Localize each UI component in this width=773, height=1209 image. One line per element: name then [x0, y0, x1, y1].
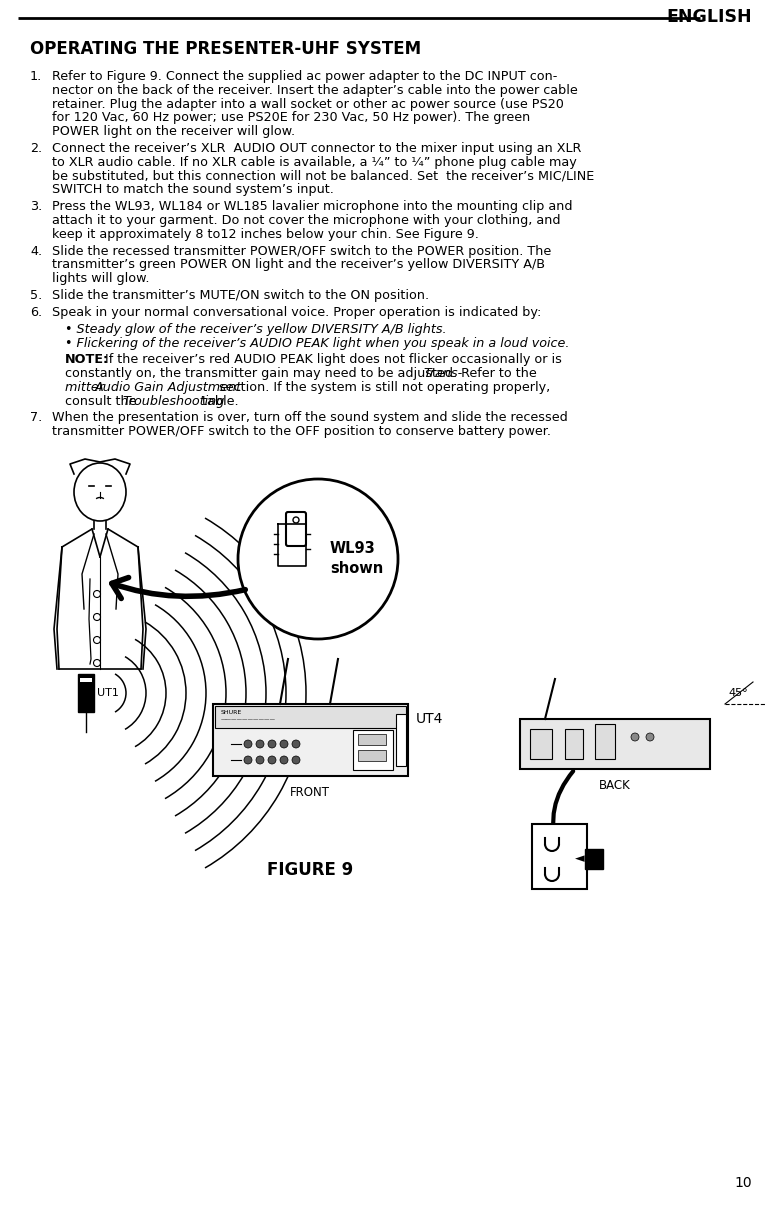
Circle shape — [292, 740, 300, 748]
FancyBboxPatch shape — [286, 511, 306, 546]
Text: retainer. Plug the adapter into a wall socket or other ac power source (use PS20: retainer. Plug the adapter into a wall s… — [52, 98, 564, 110]
Text: Press the WL93, WL184 or WL185 lavalier microphone into the mounting clip and: Press the WL93, WL184 or WL185 lavalier … — [52, 201, 573, 213]
Text: 45°: 45° — [728, 688, 747, 698]
Circle shape — [268, 740, 276, 748]
Circle shape — [238, 479, 398, 640]
Text: 3.: 3. — [30, 201, 43, 213]
Text: consult the: consult the — [65, 394, 141, 407]
Text: NOTE:: NOTE: — [65, 353, 109, 366]
Text: SHURE: SHURE — [221, 710, 242, 715]
Text: ——————————: —————————— — [221, 717, 276, 722]
Bar — [213, 704, 408, 776]
Text: nector on the back of the receiver. Insert the adapter’s cable into the power ca: nector on the back of the receiver. Inse… — [52, 83, 577, 97]
Bar — [532, 825, 587, 889]
Text: transmitter’s green POWER ON light and the receiver’s yellow DIVERSITY A/B: transmitter’s green POWER ON light and t… — [52, 259, 545, 271]
Text: 6.: 6. — [30, 306, 42, 319]
Bar — [585, 849, 603, 869]
Text: attach it to your garment. Do not cover the microphone with your clothing, and: attach it to your garment. Do not cover … — [52, 214, 560, 227]
Bar — [80, 678, 92, 682]
Bar — [353, 730, 393, 770]
Text: for 120 Vac, 60 Hz power; use PS20E for 230 Vac, 50 Hz power). The green: for 120 Vac, 60 Hz power; use PS20E for … — [52, 111, 530, 125]
Circle shape — [631, 733, 639, 741]
Text: Troubleshooting: Troubleshooting — [122, 394, 224, 407]
Text: ENGLISH: ENGLISH — [666, 8, 752, 27]
Text: 4.: 4. — [30, 244, 42, 258]
Text: Connect the receiver’s XLR  AUDIO OUT connector to the mixer input using an XLR: Connect the receiver’s XLR AUDIO OUT con… — [52, 141, 581, 155]
Text: 1.: 1. — [30, 70, 43, 83]
Text: ◄: ◄ — [575, 852, 585, 866]
Bar — [530, 729, 552, 759]
Bar — [358, 750, 386, 760]
Circle shape — [244, 756, 252, 764]
Text: mitter: mitter — [65, 381, 108, 394]
Bar — [78, 673, 94, 712]
Text: 7.: 7. — [30, 411, 43, 424]
Text: POWER light on the receiver will glow.: POWER light on the receiver will glow. — [52, 126, 295, 138]
Circle shape — [292, 756, 300, 764]
Text: 10: 10 — [734, 1176, 752, 1190]
Text: shown: shown — [330, 561, 383, 575]
Text: WL93: WL93 — [330, 540, 376, 556]
Text: When the presentation is over, turn off the sound system and slide the recessed: When the presentation is over, turn off … — [52, 411, 567, 424]
Text: be substituted, but this connection will not be balanced. Set  the receiver’s MI: be substituted, but this connection will… — [52, 169, 594, 183]
Text: lights will glow.: lights will glow. — [52, 272, 149, 285]
Text: UT4: UT4 — [416, 712, 444, 725]
Text: FIGURE 9: FIGURE 9 — [267, 861, 353, 879]
Circle shape — [646, 733, 654, 741]
Text: transmitter POWER/OFF switch to the OFF position to conserve battery power.: transmitter POWER/OFF switch to the OFF … — [52, 426, 551, 438]
Bar — [215, 706, 406, 728]
Circle shape — [280, 756, 288, 764]
Bar — [358, 734, 386, 745]
Circle shape — [256, 740, 264, 748]
Text: BACK: BACK — [599, 779, 631, 792]
Circle shape — [256, 756, 264, 764]
Text: • Steady glow of the receiver’s yellow DIVERSITY A/B lights.: • Steady glow of the receiver’s yellow D… — [65, 323, 447, 336]
Bar — [520, 719, 710, 769]
FancyArrowPatch shape — [112, 578, 245, 598]
Circle shape — [280, 740, 288, 748]
Text: Speak in your normal conversational voice. Proper operation is indicated by:: Speak in your normal conversational voic… — [52, 306, 541, 319]
Text: • Flickering of the receiver’s AUDIO PEAK light when you speak in a loud voice.: • Flickering of the receiver’s AUDIO PEA… — [65, 337, 570, 351]
Text: section. If the system is still not operating properly,: section. If the system is still not oper… — [215, 381, 550, 394]
Text: If the receiver’s red AUDIO PEAK light does not flicker occasionally or is: If the receiver’s red AUDIO PEAK light d… — [101, 353, 562, 366]
Bar — [595, 724, 615, 759]
Text: SWITCH to match the sound system’s input.: SWITCH to match the sound system’s input… — [52, 184, 334, 196]
Text: table.: table. — [198, 394, 239, 407]
Text: Trans-: Trans- — [423, 368, 462, 380]
Text: 2.: 2. — [30, 141, 42, 155]
Text: Refer to Figure 9. Connect the supplied ac power adapter to the DC INPUT con-: Refer to Figure 9. Connect the supplied … — [52, 70, 557, 83]
Bar — [396, 715, 406, 767]
Bar — [565, 729, 583, 759]
Circle shape — [268, 756, 276, 764]
Text: Audio Gain Adjustment: Audio Gain Adjustment — [95, 381, 242, 394]
FancyArrowPatch shape — [545, 771, 574, 849]
Text: OPERATING THE PRESENTER-UHF SYSTEM: OPERATING THE PRESENTER-UHF SYSTEM — [30, 40, 421, 58]
Text: constantly on, the transmitter gain may need to be adjusted. Refer to the: constantly on, the transmitter gain may … — [65, 368, 541, 380]
Text: keep it approximately 8 to12 inches below your chin. See Figure 9.: keep it approximately 8 to12 inches belo… — [52, 227, 479, 241]
Text: Slide the transmitter’s MUTE/ON switch to the ON position.: Slide the transmitter’s MUTE/ON switch t… — [52, 289, 429, 302]
Circle shape — [244, 740, 252, 748]
Text: UT1: UT1 — [97, 688, 119, 698]
Text: Slide the recessed transmitter POWER/OFF switch to the POWER position. The: Slide the recessed transmitter POWER/OFF… — [52, 244, 551, 258]
Text: FRONT: FRONT — [290, 786, 330, 799]
Text: to XLR audio cable. If no XLR cable is available, a ¹⁄₄” to ¹⁄₄” phone plug cabl: to XLR audio cable. If no XLR cable is a… — [52, 156, 577, 169]
Text: 5.: 5. — [30, 289, 43, 302]
